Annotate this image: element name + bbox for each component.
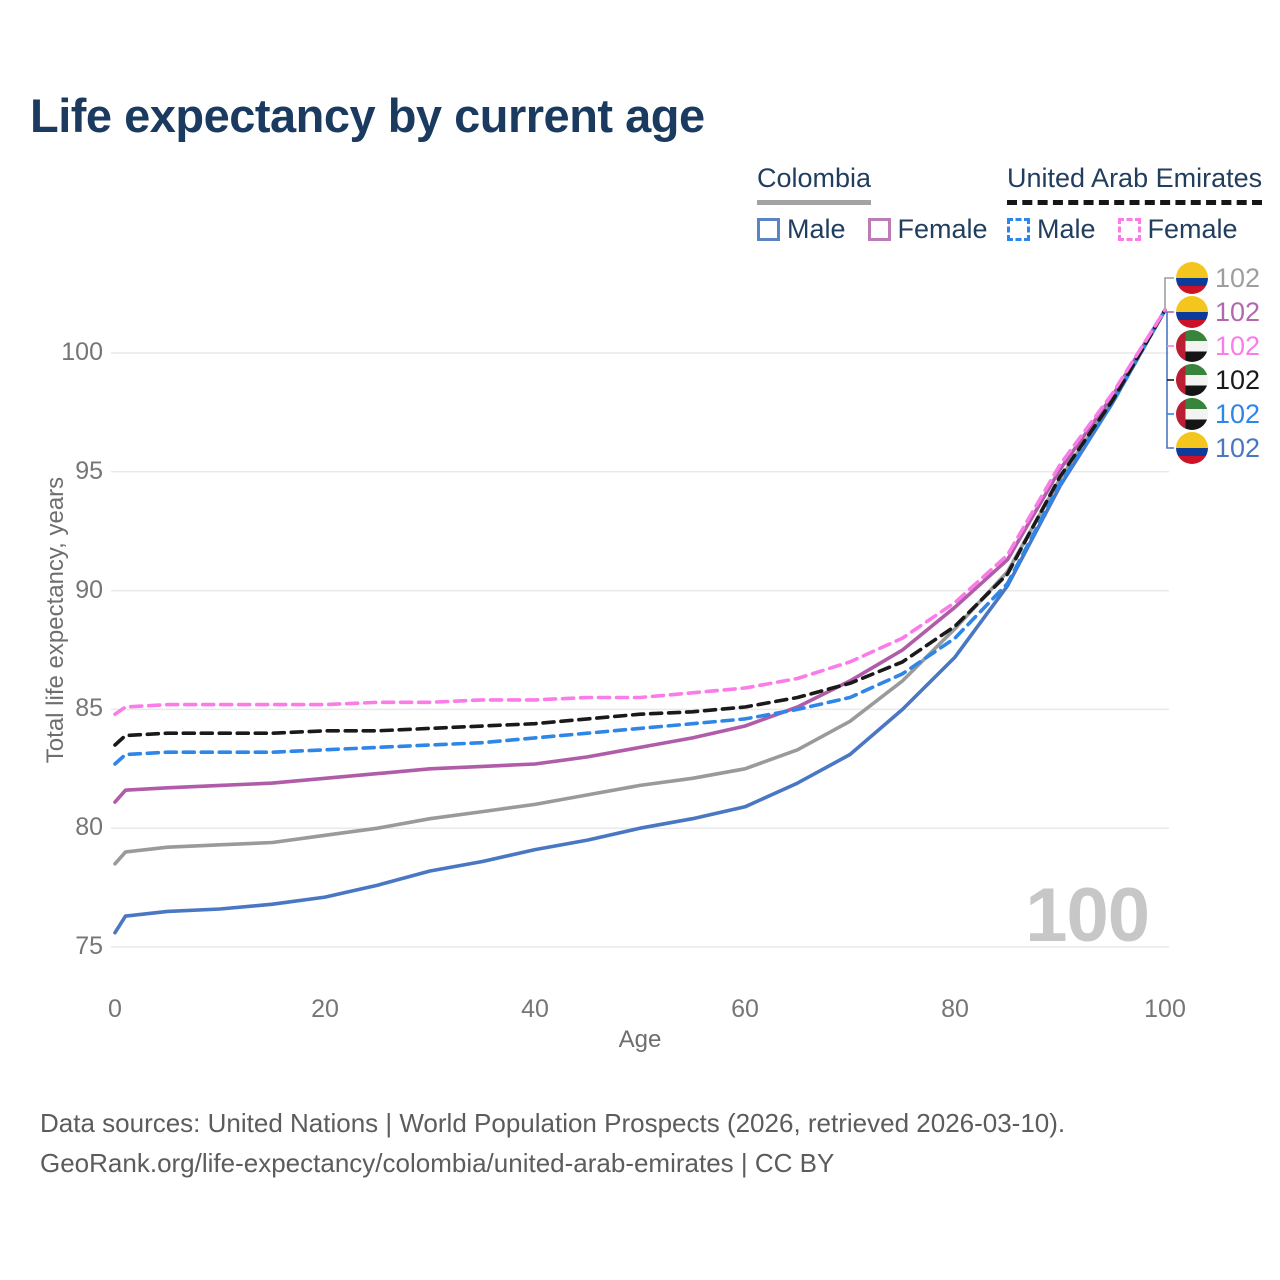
end-value: 102 — [1215, 398, 1261, 429]
line-united-arab-emirates-total — [113, 308, 1167, 747]
legend-title-colombia[interactable]: Colombia — [757, 163, 872, 205]
age-counter-watermark: 100 — [1025, 873, 1150, 958]
legend-label-uae-male: Male — [1037, 214, 1096, 244]
legend-group-colombia: Colombia Male Female — [757, 163, 988, 245]
legend-label-colombia-female: Female — [897, 214, 988, 244]
legend-item-uae-female[interactable]: Female — [1117, 214, 1238, 245]
line-colombia-male — [113, 308, 1167, 935]
connector-0 — [1164, 277, 1174, 309]
y-tick-label-85: 85 — [75, 694, 103, 723]
y-tick-label-100: 100 — [61, 338, 103, 366]
y-tick-label-80: 80 — [75, 813, 103, 842]
legend-item-uae-male[interactable]: Male — [1007, 214, 1096, 245]
end-label-row-colombia-female: 102 — [1176, 295, 1260, 329]
series-lines — [113, 308, 1167, 935]
y-tick-label-75: 75 — [75, 932, 103, 960]
connector-5 — [1166, 312, 1174, 449]
footer-sources: Data sources: United Nations | World Pop… — [40, 1108, 1066, 1138]
end-label-connectors — [1164, 277, 1174, 449]
x-tick-label-80: 80 — [941, 995, 969, 1023]
legend-item-colombia-male[interactable]: Male — [757, 214, 846, 245]
line-united-arab-emirates-male — [113, 308, 1167, 766]
x-axis-title: Age — [618, 1026, 662, 1053]
uae-flag-icon — [1176, 398, 1208, 430]
x-tick-label-0: 0 — [108, 995, 122, 1023]
y-tick-label-95: 95 — [75, 456, 103, 485]
uae-male-swatch-icon — [1007, 218, 1030, 241]
gridlines — [111, 352, 1169, 948]
uae-female-swatch-icon — [1117, 218, 1141, 241]
x-tick-label-20: 20 — [311, 995, 339, 1023]
x-tick-label-40: 40 — [521, 995, 549, 1023]
end-label-row-united-arab-emirates-total: 102 — [1176, 363, 1260, 397]
x-tick-label-100: 100 — [1144, 995, 1186, 1023]
legend-title-uae[interactable]: United Arab Emirates — [1007, 163, 1263, 205]
y-tick-label-90: 90 — [75, 575, 103, 604]
legend-item-colombia-female[interactable]: Female — [867, 214, 988, 245]
end-value: 102 — [1215, 330, 1261, 361]
line-colombia-female — [113, 308, 1167, 804]
legend-label-colombia-male: Male — [787, 214, 846, 244]
line-chart — [111, 277, 1174, 948]
end-value: 102 — [1215, 296, 1261, 327]
colombia-flag-icon — [1176, 432, 1208, 464]
end-value: 102 — [1215, 262, 1261, 293]
y-axis-title: Total life expectancy, years — [42, 476, 69, 764]
end-value: 102 — [1215, 432, 1261, 463]
end-label-row-united-arab-emirates-female: 102 — [1176, 329, 1260, 363]
legend-group-uae: United Arab Emirates Male Female — [1007, 163, 1263, 245]
x-tick-label-60: 60 — [731, 995, 759, 1023]
colombia-flag-icon — [1176, 262, 1208, 294]
end-value: 102 — [1215, 364, 1261, 395]
uae-flag-icon — [1176, 364, 1208, 396]
uae-flag-icon — [1176, 330, 1208, 362]
colombia-flag-icon — [1176, 296, 1208, 328]
colombia-male-swatch-icon — [757, 218, 780, 241]
end-label-row-united-arab-emirates-male: 102 — [1176, 397, 1260, 431]
colombia-female-swatch-icon — [867, 218, 891, 241]
end-label-row-colombia-total: 102 — [1176, 261, 1260, 295]
footer-attribution: GeoRank.org/life-expectancy/colombia/uni… — [40, 1148, 835, 1178]
page-title: Life expectancy by current age — [30, 89, 705, 142]
line-united-arab-emirates-female — [113, 308, 1167, 717]
end-label-row-colombia-male: 102 — [1176, 431, 1260, 465]
legend-label-uae-female: Female — [1147, 214, 1238, 244]
